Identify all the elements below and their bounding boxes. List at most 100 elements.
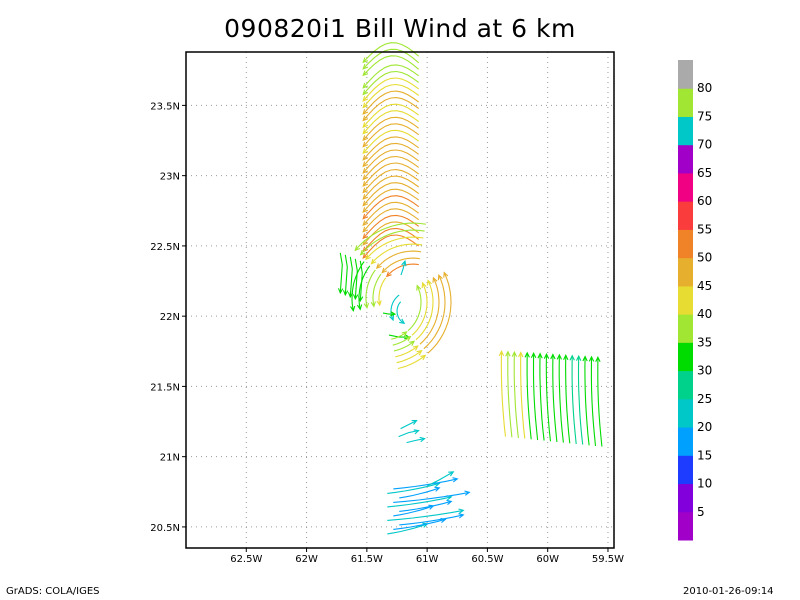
colorbar-label: 15	[697, 448, 712, 462]
streamline	[362, 227, 420, 252]
streamline	[397, 354, 426, 370]
wind-arrowhead	[524, 351, 530, 358]
x-axis-ticks: 62.5W 62W 61.5W 61W 60.5W 60W 59.5W	[230, 548, 624, 565]
streamline	[500, 351, 507, 437]
streamline	[365, 269, 376, 308]
wind-arrowhead	[530, 352, 537, 359]
streamline	[411, 282, 428, 336]
colorbar-label: 75	[697, 109, 712, 123]
colorbar-label: 55	[697, 222, 712, 236]
y-tick-label: 22N	[160, 312, 180, 323]
streamline	[362, 169, 420, 193]
y-tick-label: 22.5N	[150, 242, 180, 253]
y-tick-label: 23.5N	[150, 101, 180, 112]
wind-arrowhead	[420, 354, 427, 361]
wind-arrowhead	[401, 331, 408, 337]
streamline	[590, 356, 597, 447]
streamline	[362, 123, 420, 148]
wind-arrowhead	[376, 300, 382, 307]
wind-arrowhead	[448, 471, 455, 477]
streamline	[362, 42, 420, 63]
wind-arrowhead	[385, 271, 392, 278]
streamline	[362, 201, 420, 226]
streamline	[362, 136, 420, 161]
wind-arrowhead	[352, 294, 359, 301]
colorbar-swatch	[678, 60, 693, 89]
streamline	[362, 188, 420, 213]
streamline	[359, 260, 363, 301]
streamline	[362, 103, 420, 128]
streamline	[344, 254, 348, 295]
streamline	[365, 236, 424, 260]
colorbar-label: 70	[697, 138, 712, 152]
wind-arrowhead	[342, 290, 349, 297]
streamline	[387, 523, 428, 535]
y-axis-ticks: 20.5N 21N 21.5N 22N 22.5N 23N 23.5N	[150, 101, 186, 534]
streamline	[362, 149, 420, 174]
wind-arrowhead	[556, 353, 562, 360]
colorbar-label: 20	[697, 420, 712, 434]
wind-arrowhead	[362, 115, 369, 122]
colorbar-swatch	[678, 483, 693, 513]
x-tick-label: 61.5W	[351, 554, 383, 565]
colorbar-swatch	[678, 455, 693, 485]
streamline	[387, 509, 464, 521]
wind-arrowhead	[375, 263, 382, 270]
colorbar-swatch	[678, 229, 693, 259]
wind-arrowhead	[416, 349, 423, 356]
streamline	[386, 263, 419, 277]
streamline	[362, 110, 420, 134]
wind-arrowhead	[421, 281, 427, 289]
streamline	[362, 64, 420, 89]
wind-arrowhead	[389, 314, 395, 322]
streamline	[406, 438, 425, 444]
streamline	[507, 351, 513, 438]
colorbar-swatch	[678, 370, 693, 400]
streamline	[378, 277, 387, 306]
colorbar-label: 60	[697, 194, 712, 208]
wind-arrowhead	[432, 276, 438, 283]
streamline	[393, 478, 458, 490]
wind-arrowhead	[409, 340, 416, 347]
wind-arrowhead	[365, 254, 371, 261]
streamline	[362, 129, 420, 154]
colorbar-swatch	[678, 257, 693, 287]
streamline	[360, 229, 425, 256]
streamline	[577, 356, 584, 445]
colorbar-label: 25	[697, 392, 712, 406]
x-tick-label: 59.5W	[592, 554, 624, 565]
streamline	[399, 487, 440, 499]
wind-arrowhead	[362, 207, 369, 214]
streamline	[354, 258, 358, 299]
streamline	[362, 70, 420, 95]
wind-arrowhead	[350, 305, 356, 312]
wind-arrowhead	[362, 70, 369, 77]
wind-arrowhead	[356, 304, 363, 311]
colorbar-swatch	[678, 88, 693, 117]
wind-arrowhead	[543, 352, 550, 359]
streamline	[393, 491, 470, 503]
streamline	[396, 350, 422, 364]
wind-arrowhead	[362, 161, 369, 168]
colorbar-swatch	[678, 116, 693, 146]
wind-arrowhead	[362, 57, 369, 64]
wind-arrowhead	[412, 345, 419, 351]
streamline	[520, 352, 526, 439]
streamline	[358, 265, 371, 310]
x-tick-label: 60.5W	[471, 554, 503, 565]
grid-lines	[186, 52, 614, 548]
colorbar-swatch	[678, 314, 693, 343]
streamline	[370, 243, 423, 265]
wind-arrowhead	[362, 200, 369, 207]
wind-arrowhead	[588, 355, 595, 362]
streamline	[349, 256, 353, 297]
wind-arrowhead	[370, 258, 377, 265]
y-tick-label: 21.5N	[150, 382, 180, 393]
wind-arrowhead	[362, 187, 369, 194]
wind-arrowhead	[362, 82, 369, 89]
streamline	[376, 250, 422, 269]
wind-arrowhead	[362, 154, 369, 161]
wind-arrowhead	[362, 148, 369, 155]
wind-arrowhead	[362, 128, 369, 135]
wind-arrowhead	[362, 122, 369, 129]
